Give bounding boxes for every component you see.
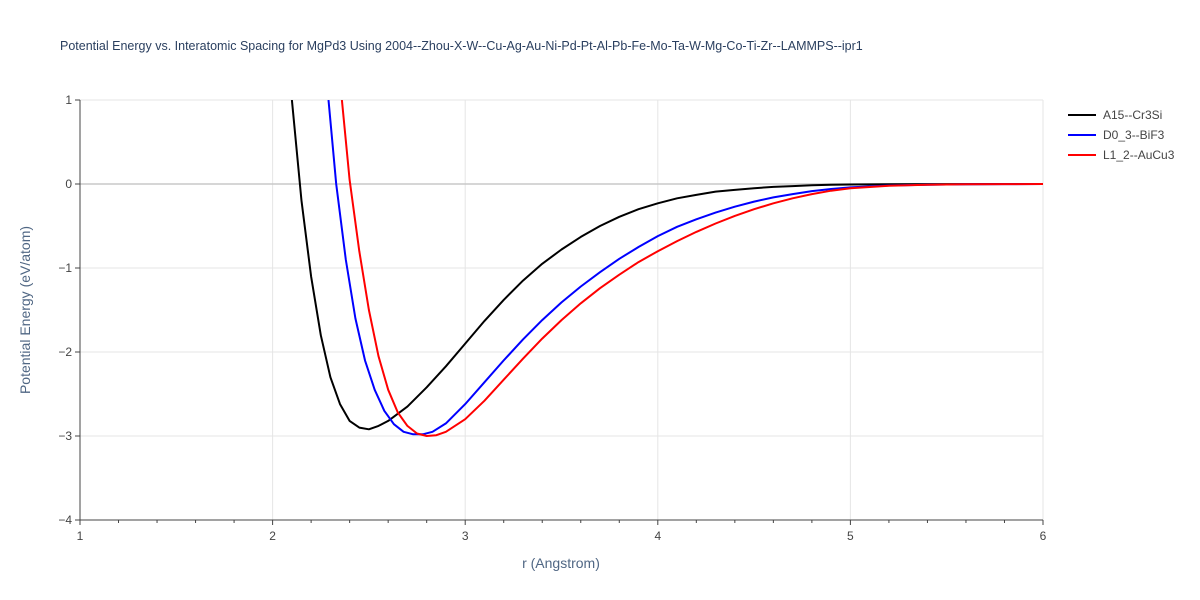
y-tick-label: −1 (58, 261, 72, 275)
x-axis-title: r (Angstrom) (522, 555, 600, 571)
y-tick-label: −3 (58, 429, 72, 443)
x-tick-label: 1 (77, 529, 84, 543)
series-line-2 (340, 100, 1043, 437)
y-axis-title: Potential Energy (eV/atom) (17, 226, 33, 394)
legend-label: D0_3--BiF3 (1103, 128, 1165, 142)
x-tick-label: 3 (462, 529, 469, 543)
legend-label: L1_2--AuCu3 (1103, 148, 1175, 162)
y-tick-label: 0 (65, 177, 72, 191)
legend-item-2[interactable]: L1_2--AuCu3 (1068, 148, 1175, 162)
chart-title: Potential Energy vs. Interatomic Spacing… (60, 39, 863, 53)
y-tick-label: 1 (65, 93, 72, 107)
series-line-0 (290, 100, 1043, 431)
x-tick-label: 2 (269, 529, 276, 543)
x-tick-label: 4 (654, 529, 661, 543)
series-line-1 (327, 100, 1043, 436)
grid-lines (80, 99, 1044, 520)
legend-label: A15--Cr3Si (1103, 108, 1162, 122)
series-lines (290, 100, 1043, 437)
legend[interactable]: A15--Cr3Si D0_3--BiF3 L1_2--AuCu3 (1068, 108, 1175, 162)
axes (79, 100, 1043, 521)
x-axis-ticks: 1 2 3 4 5 6 (77, 520, 1047, 543)
legend-item-1[interactable]: D0_3--BiF3 (1068, 128, 1165, 142)
x-tick-label: 5 (847, 529, 854, 543)
legend-item-0[interactable]: A15--Cr3Si (1068, 108, 1162, 122)
y-tick-label: −4 (58, 513, 72, 527)
x-tick-label: 6 (1040, 529, 1047, 543)
y-axis-ticks: 1 0 −1 −2 −3 −4 (58, 93, 80, 527)
y-tick-label: −2 (58, 345, 72, 359)
